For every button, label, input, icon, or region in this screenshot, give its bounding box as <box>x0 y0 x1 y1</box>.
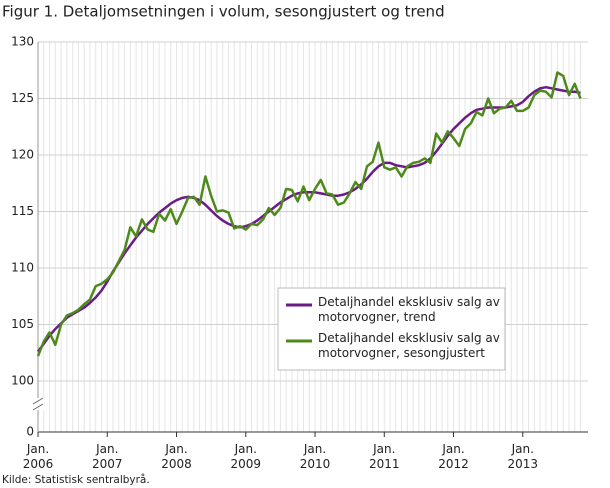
x-tick-label: Jan. 2006 <box>23 442 54 471</box>
y-tick-label: 130 <box>11 35 34 49</box>
x-tick-label: Jan. 2007 <box>92 442 123 471</box>
legend-label: Detaljhandel eksklusiv salg av motorvogne… <box>318 295 500 324</box>
axis-break <box>32 403 44 411</box>
axis-break <box>32 397 44 405</box>
y-tick-label: 100 <box>11 374 34 388</box>
source: Kilde: Statistisk sentralbyrå. <box>2 473 150 486</box>
legend-box <box>277 287 506 371</box>
axis-break-gap <box>32 398 44 410</box>
series-line <box>36 71 582 357</box>
chart-title: Figur 1. Detaljomsetningen i volum, seso… <box>2 3 445 21</box>
x-tick-label: Jan. 2012 <box>438 442 469 471</box>
y-tick-label: 105 <box>11 317 34 331</box>
y-tick-label: 110 <box>11 261 34 275</box>
x-tick-label: Jan. 2010 <box>300 442 331 471</box>
y-tick-label: 125 <box>11 91 34 105</box>
x-tick-label: Jan. 2011 <box>369 442 400 471</box>
series-line <box>36 85 581 353</box>
y-tick-label: 115 <box>11 204 34 218</box>
x-tick-label: Jan. 2008 <box>161 442 192 471</box>
legend-label: Detaljhandel eksklusiv salg av motorvogne… <box>318 331 500 360</box>
y-tick-label: 120 <box>11 148 34 162</box>
y-tick-label: 0 <box>26 425 34 439</box>
x-tick-label: Jan. 2009 <box>230 442 261 471</box>
x-tick-label: Jan. 2013 <box>508 442 539 471</box>
